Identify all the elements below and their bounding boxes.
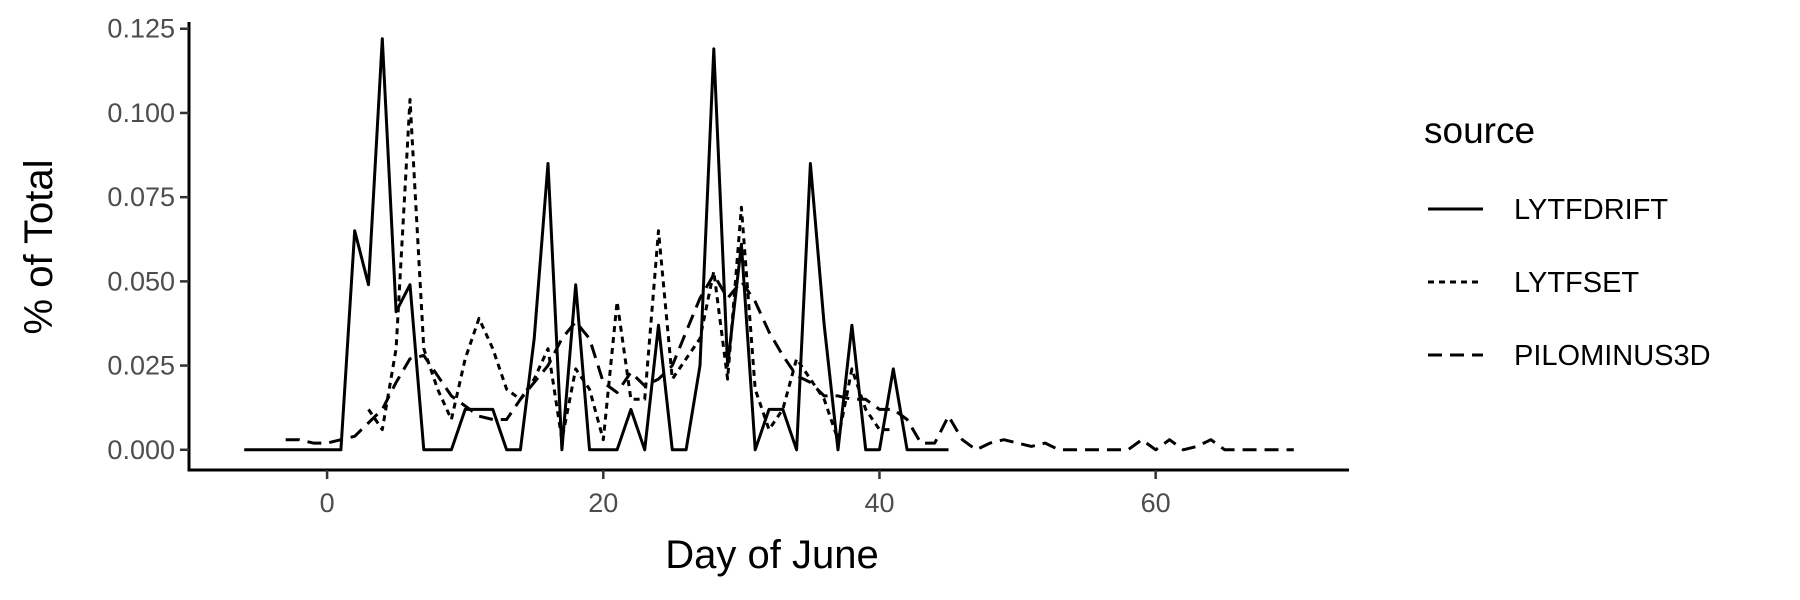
y-tick-label: 0.075 <box>107 182 175 212</box>
legend-title: source <box>1424 110 1535 151</box>
y-tick-label: 0.100 <box>107 98 175 128</box>
plot-lines <box>244 37 1294 452</box>
series-line-lytfset <box>367 98 894 442</box>
legend-label-lytfset: LYTFSET <box>1514 267 1639 299</box>
y-tick-label: 0.050 <box>107 266 175 296</box>
series-line-lytfdrift <box>244 37 949 452</box>
x-tick-label: 60 <box>1141 488 1171 518</box>
x-tick-label: 20 <box>588 488 618 518</box>
series-line-pilominus3d <box>285 273 1294 452</box>
y-tick-label: 0.125 <box>107 14 175 44</box>
y-tick-label: 0.000 <box>107 435 175 465</box>
x-axis-ticks: 0 20 40 60 <box>320 470 1171 518</box>
y-axis-title: % of Total <box>17 160 61 335</box>
x-tick-label: 0 <box>320 488 335 518</box>
x-tick-label: 40 <box>864 488 894 518</box>
legend-label-pilominus3d: PILOMINUS3D <box>1514 340 1711 372</box>
y-axis-ticks: 0.000 0.025 0.050 0.075 0.100 0.125 <box>107 14 189 465</box>
legend-label-lytfdrift: LYTFDRIFT <box>1514 194 1668 226</box>
y-tick-label: 0.025 <box>107 351 175 381</box>
legend: source LYTFDRIFT LYTFSET PILOMINUS3D <box>1424 110 1711 372</box>
x-axis-title: Day of June <box>665 533 878 577</box>
